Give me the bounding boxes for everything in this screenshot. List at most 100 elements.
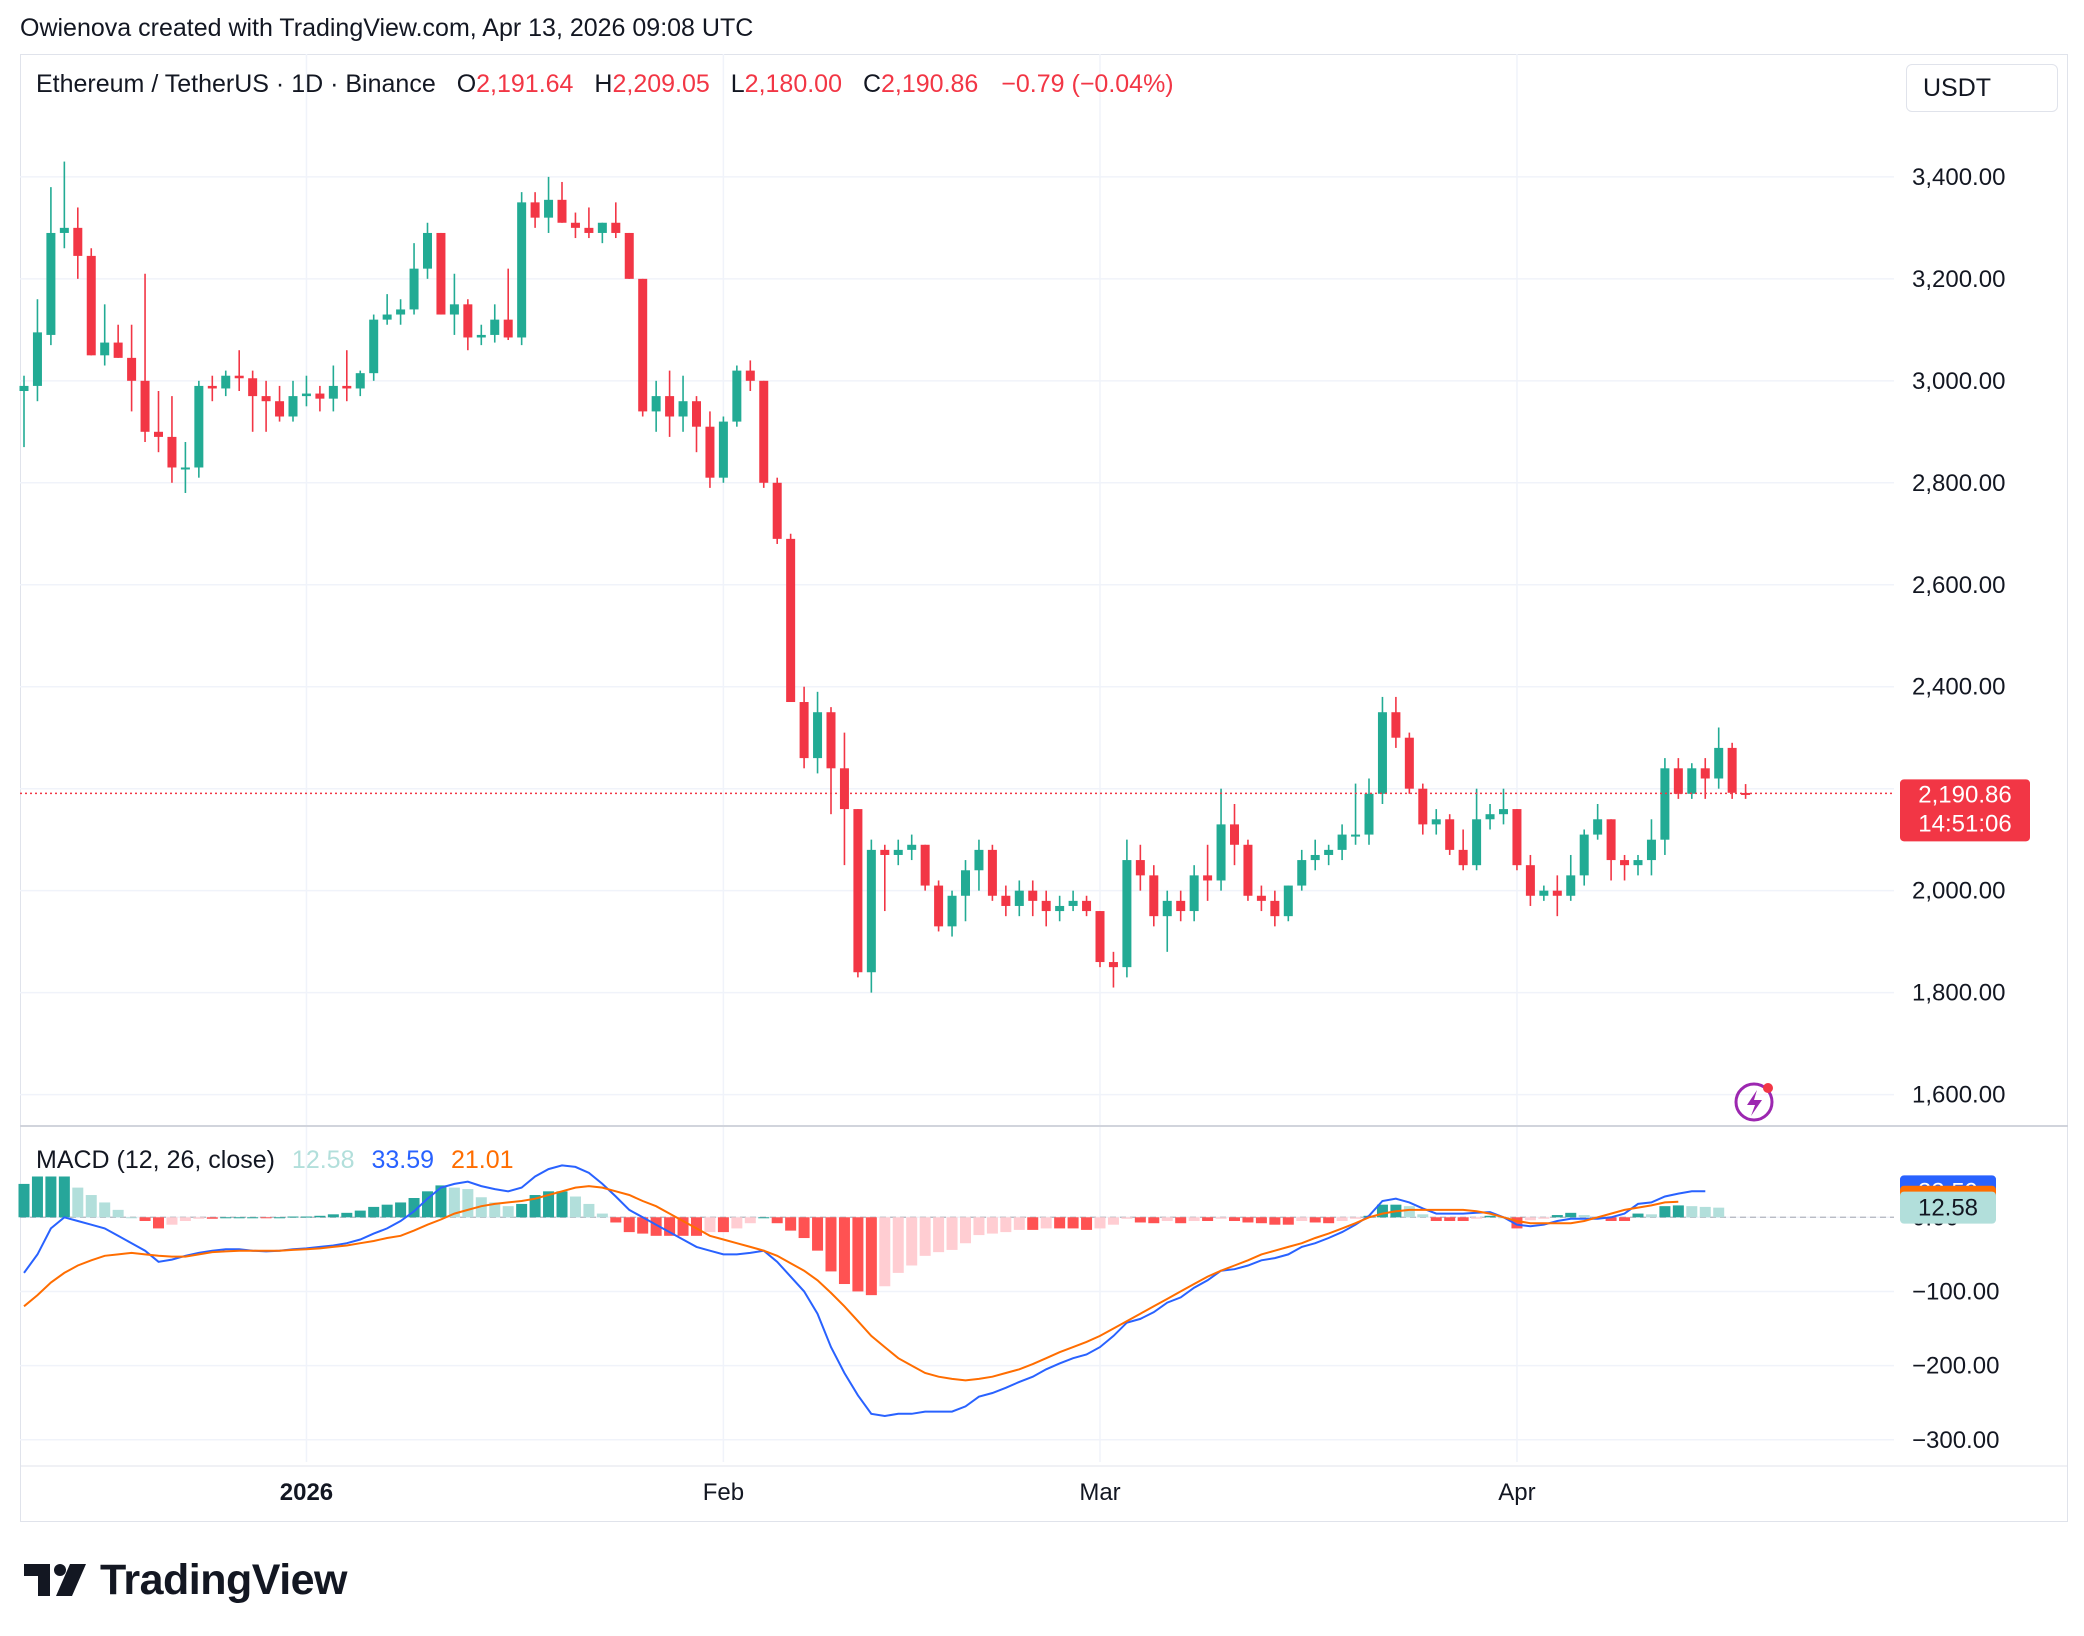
macd-histogram-bar [58,1176,70,1218]
macd-histogram-bar [677,1217,689,1236]
macd-histogram-bar [206,1217,218,1219]
macd-histogram-bar [1578,1215,1590,1218]
candle-body [234,375,244,379]
candle-body [1256,895,1266,901]
candle-body [463,304,473,338]
grid [20,54,2068,1467]
price-tick-label: 2,400.00 [1912,674,2005,701]
candle-body [32,332,42,386]
currency-button[interactable]: USDT [1906,64,2058,112]
macd-histogram-bar [1121,1217,1133,1219]
candle-body [396,309,406,315]
candle-body [207,385,217,389]
macd-histogram-bar [986,1217,998,1234]
macd-histogram-bar [45,1176,57,1218]
candle-body [1539,890,1549,896]
macd-title: MACD (12, 26, close) [36,1146,275,1174]
macd-histogram-bar [1713,1207,1725,1218]
signal-line [23,1185,1679,1382]
macd-histogram-bar [1269,1217,1281,1225]
macd-histogram-bar [1255,1217,1267,1224]
candle-body [1270,900,1280,917]
macd-histogram-bar [529,1195,541,1218]
macd-histogram-bar [1417,1214,1429,1218]
candle-body [1001,895,1011,906]
macd-histogram-bar [1282,1217,1294,1225]
candle-body [1014,890,1024,906]
candle-body [1525,865,1535,896]
high-label: H [594,70,613,98]
macd-histogram-bar [664,1217,676,1236]
candle-body [248,378,258,397]
macd-histogram-bar [395,1202,407,1218]
candle-body [140,380,150,432]
hist-badge-bg [1900,1191,1996,1224]
candle-body [288,396,298,417]
macd-histogram-bar [72,1187,84,1218]
hist-badge: 12.58 [1918,1195,1978,1222]
macd-histogram-bar [973,1217,985,1236]
candle-body [1458,849,1468,866]
symbol-legend[interactable]: Ethereum / TetherUS · 1D · Binance O2,19… [36,70,1174,99]
macd-histogram-bar [1511,1217,1523,1229]
macd-histogram-bar [758,1217,770,1219]
candle-body [1512,809,1522,866]
macd-histogram-bar [852,1217,864,1292]
candle-body [1579,834,1589,876]
candle-body [651,396,661,412]
candle-body [1243,844,1253,896]
candle-body [1660,768,1670,840]
price-tick-label: 1,600.00 [1912,1082,2005,1109]
macd-histogram-bar [1081,1217,1093,1230]
candle-body [920,844,930,886]
macd-histogram-bar [1686,1206,1698,1218]
macd-histogram-bar [919,1217,931,1256]
candle-body [261,396,271,402]
macd-histogram-bar [569,1196,581,1218]
macd-histogram-bar [637,1217,649,1234]
macd-histogram-bar [1040,1217,1052,1229]
macd-histogram-bar [1215,1217,1227,1219]
candle-body [1687,768,1697,794]
candle-body [1283,885,1293,917]
candle-body [1041,900,1051,912]
candle-body [1028,890,1038,901]
macd-histogram-bar [435,1185,447,1218]
candle-body [799,702,809,759]
candle-body [987,849,997,896]
time-tick-label: Feb [703,1479,744,1506]
candle-body [1633,860,1643,866]
macd-histogram-bar [287,1216,299,1218]
price-axis: 3,400.00 3,200.00 3,000.00 2,800.00 2,600.00… [1912,164,2005,1109]
candle-body [503,319,513,338]
candle-body [436,232,446,315]
candle-body [113,342,123,358]
candle-body [167,436,177,468]
candle-body [1499,809,1508,815]
candle-body [382,314,392,320]
candle-body [1485,814,1495,820]
macd-histogram-bar [247,1217,259,1219]
lightning-icon-ring [1734,1082,1774,1122]
macd-histogram-bar [798,1217,810,1239]
macd-legend[interactable]: MACD (12, 26, close) 12.58 33.59 21.01 [36,1146,524,1175]
candle-body [194,385,204,468]
macd-histogram-bar [1403,1206,1415,1218]
macd-histogram-bar [1094,1217,1106,1229]
candle-body [1082,900,1092,912]
change-value: −0.79 (−0.04%) [1001,70,1174,98]
candle-body [355,373,365,389]
macd-histogram-bar [1605,1217,1617,1221]
candle-body [1418,788,1428,825]
candle-body [893,849,903,855]
tradingview-logo[interactable]: TradingView [24,1556,348,1604]
macd-histogram-bar [1376,1204,1388,1218]
candle-body [1122,860,1132,968]
candle-body [974,849,984,871]
candle-body [46,232,56,335]
macd-histogram-bar [771,1217,783,1224]
candle-body [544,199,554,218]
macd-histogram-bar [1672,1205,1684,1218]
candle-body [705,426,715,478]
